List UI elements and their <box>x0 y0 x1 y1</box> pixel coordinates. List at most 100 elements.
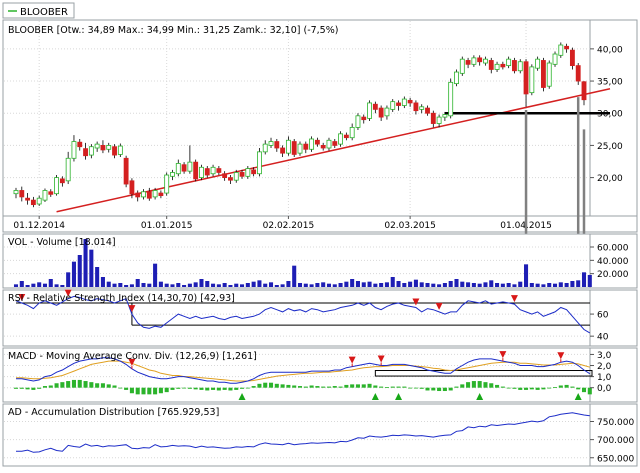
volume-bar <box>292 265 297 287</box>
macd-histogram-bar <box>164 387 169 393</box>
candle-up <box>152 190 158 198</box>
volume-bar <box>431 283 436 287</box>
macd-histogram-bar <box>153 387 158 395</box>
macd-histogram-bar <box>495 384 500 388</box>
macd-histogram-bar <box>187 387 192 389</box>
volume-bar <box>77 255 82 287</box>
volume-bar <box>141 283 146 287</box>
candle-up <box>285 139 291 154</box>
ad-panel-frame <box>2 403 638 467</box>
macd-histogram-bar <box>373 385 378 388</box>
macd-histogram-bar <box>95 383 100 388</box>
candle-up <box>355 115 361 128</box>
candle-up <box>367 102 372 119</box>
macd-histogram-bar <box>13 387 19 389</box>
macd-histogram-bar <box>361 384 366 388</box>
macd-histogram-bar <box>263 382 268 388</box>
volume-bar <box>153 263 158 287</box>
candle-down <box>129 180 135 195</box>
volume-bar <box>541 284 546 287</box>
rsi-panel: 40 60 RSI - Relative Strength Index (14,3… <box>2 289 638 347</box>
volume-bar <box>66 272 71 287</box>
candle-down <box>477 57 483 63</box>
volume-bar <box>321 282 326 287</box>
volume-bar <box>581 272 587 287</box>
candle-up <box>175 163 181 175</box>
candle-down <box>332 141 338 146</box>
macd-histogram-bar <box>286 384 291 388</box>
macd-histogram-bar <box>529 387 534 390</box>
macd-histogram-bar <box>303 386 308 388</box>
macd-histogram-bar <box>564 384 569 388</box>
symbol-tab[interactable]: BLOOBER <box>2 2 75 19</box>
volume-bar <box>587 274 592 287</box>
volume-bar <box>379 283 384 287</box>
candle-down <box>181 164 187 172</box>
price-panel: 20,00 25,00 30,00 35,00 40,00 01.12.2014 01.0… <box>2 19 638 288</box>
volume-bar <box>489 280 494 287</box>
candle-down <box>425 107 430 114</box>
volume-y-tick-label: 60.000 <box>597 244 629 254</box>
candle-down <box>564 45 570 50</box>
macd-histogram-bar <box>518 387 523 390</box>
candle-up <box>297 143 303 154</box>
candle-up <box>390 101 396 110</box>
volume-bar <box>118 283 123 287</box>
macd-histogram-bar <box>199 387 204 390</box>
volume-bar <box>54 284 59 287</box>
macd-histogram-bar <box>77 379 82 388</box>
price-x-tick-label: 02.03.2015 <box>384 221 436 231</box>
macd-histogram-bar <box>471 381 476 388</box>
candle-up <box>141 191 146 198</box>
volume-bar <box>124 285 129 287</box>
candle-up <box>517 61 523 72</box>
macd-histogram-bar <box>321 386 326 388</box>
volume-bar <box>193 282 198 287</box>
macd-histogram-bar <box>332 386 337 388</box>
volume-bar <box>512 284 517 287</box>
macd-histogram-bar <box>425 387 430 391</box>
symbol-tab-frame <box>2 2 75 19</box>
volume-bar <box>361 282 366 287</box>
candle-down <box>19 190 25 198</box>
volume-bar <box>257 280 262 287</box>
candle-up <box>210 166 216 175</box>
macd-y-ticks: 0,01,02,03,0 <box>590 351 612 394</box>
candle-up <box>546 62 552 87</box>
macd-histogram-bar <box>390 386 395 388</box>
candle-up <box>268 141 274 146</box>
macd-histogram-bar <box>124 387 129 390</box>
candle-down <box>216 168 222 173</box>
volume-bar <box>199 279 204 287</box>
macd-histogram-bar <box>71 379 76 388</box>
volume-bar <box>408 281 413 287</box>
candle-down <box>193 161 199 180</box>
volume-bar <box>471 283 476 287</box>
volume-bar <box>263 283 268 287</box>
rsi-sell-markers <box>18 289 518 313</box>
candle-up <box>442 114 448 118</box>
rsi-sell-marker <box>412 298 420 306</box>
macd-histogram-bar <box>413 387 418 389</box>
candle-down <box>77 141 83 148</box>
macd-histogram-bar <box>158 387 163 394</box>
candles <box>13 42 587 208</box>
macd-histogram-bar <box>384 387 389 388</box>
macd-histogram-bar <box>31 387 36 390</box>
macd-histogram-bar <box>118 387 123 389</box>
macd-buy-marker <box>371 393 379 400</box>
volume-bar <box>524 264 529 287</box>
volume-bar <box>286 281 291 287</box>
candle-down <box>500 63 506 68</box>
volume-bar <box>31 283 36 287</box>
volume-bar <box>274 285 279 287</box>
volume-bar <box>506 283 511 287</box>
macd-histogram-bar <box>83 381 88 388</box>
price-y-tick-label: 35,00 <box>597 78 623 88</box>
volume-panel-frame <box>2 233 638 289</box>
macd-histogram-bar <box>454 386 459 388</box>
rsi-sell-marker <box>64 289 72 297</box>
candle-down <box>222 173 228 178</box>
candle-up <box>338 133 343 145</box>
